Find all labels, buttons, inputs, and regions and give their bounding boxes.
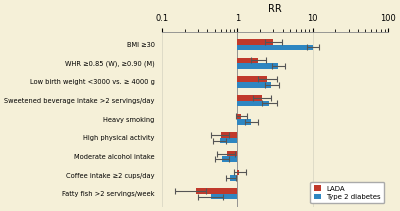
Bar <box>238 119 251 125</box>
X-axis label: RR: RR <box>268 4 282 14</box>
Bar <box>238 63 278 69</box>
Bar <box>238 39 273 45</box>
Legend: LADA, Type 2 diabetes: LADA, Type 2 diabetes <box>310 182 384 203</box>
Bar <box>230 175 238 181</box>
Bar <box>227 151 238 157</box>
Bar <box>238 76 267 82</box>
Bar <box>238 45 313 50</box>
Bar <box>238 58 258 63</box>
Bar <box>238 95 262 101</box>
Bar <box>211 194 238 199</box>
Bar <box>238 170 239 175</box>
Bar <box>220 138 238 143</box>
Bar <box>196 188 238 194</box>
Bar <box>238 82 271 88</box>
Bar <box>222 157 238 162</box>
Bar <box>221 132 238 138</box>
Bar <box>238 101 269 106</box>
Bar <box>238 114 240 119</box>
